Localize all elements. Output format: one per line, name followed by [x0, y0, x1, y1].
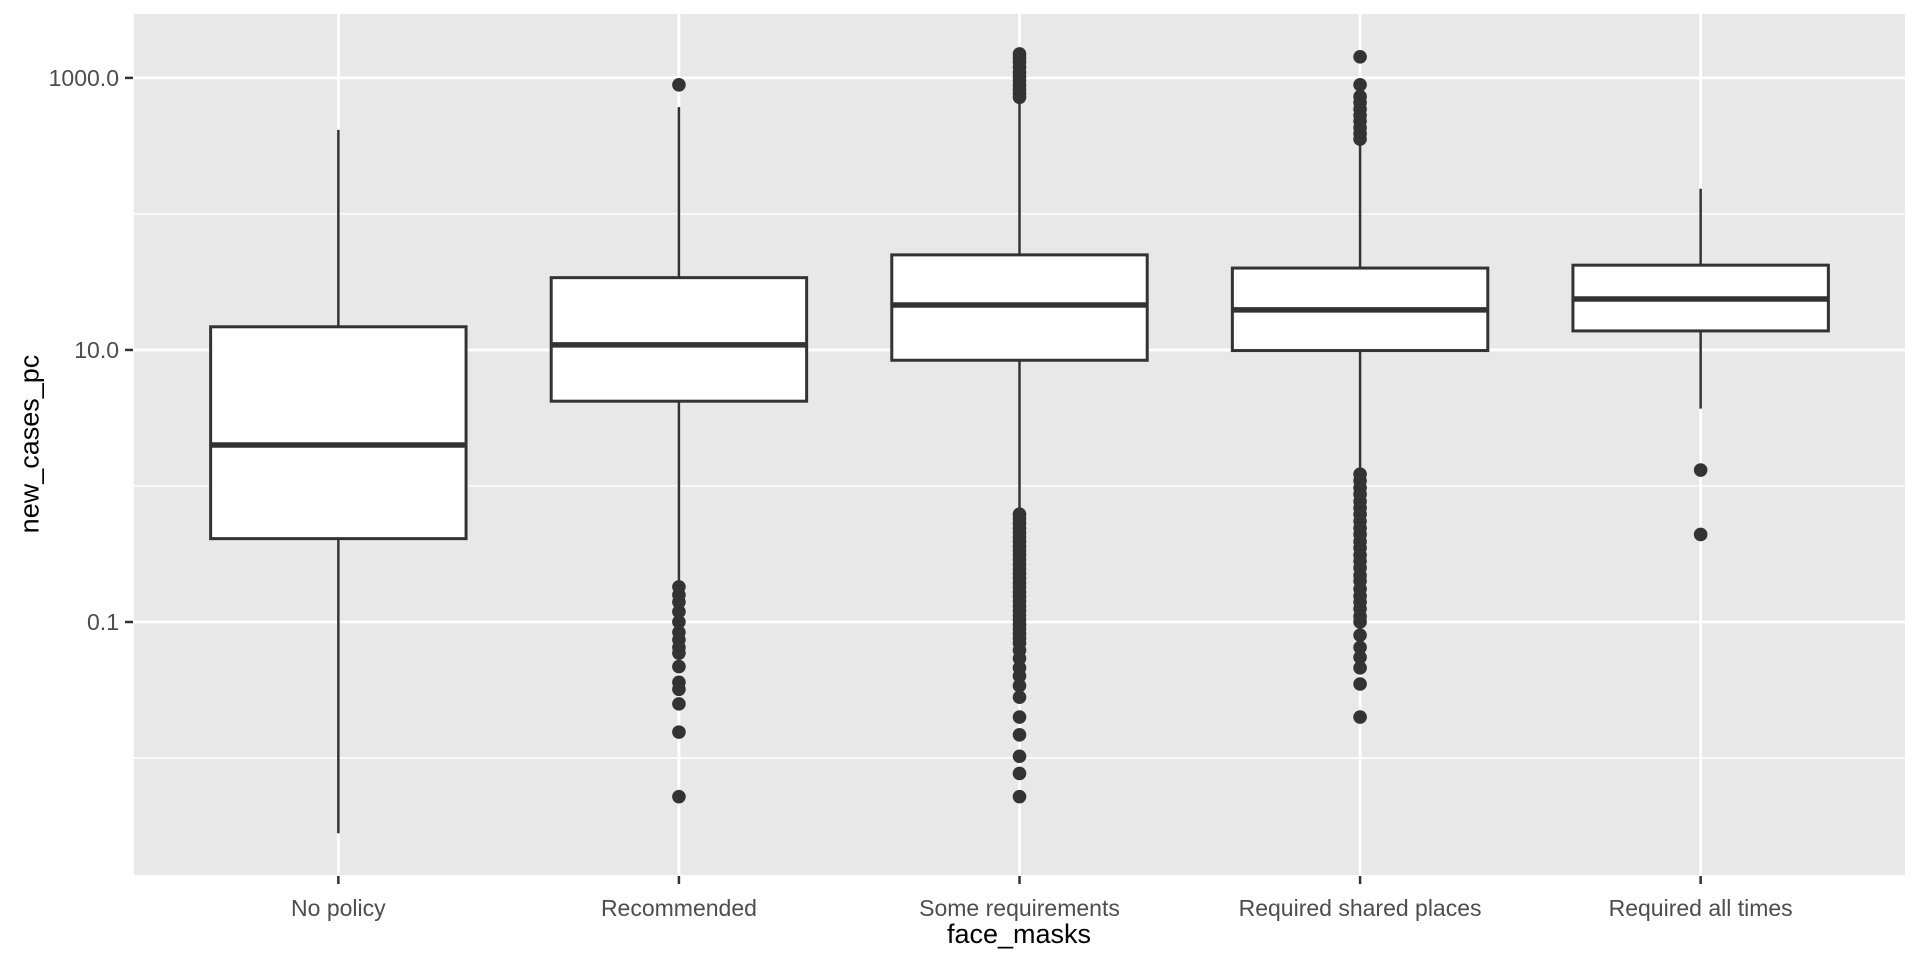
outlier-dot [672, 682, 686, 697]
box [549, 276, 809, 403]
outlier-dot [672, 725, 686, 739]
outlier-dot [1012, 749, 1027, 764]
outlier-dot [1012, 678, 1027, 693]
outlier-dot [1353, 49, 1367, 64]
outlier-dot [1353, 132, 1367, 146]
outlier-dot [1353, 710, 1367, 724]
outlier-dot [1353, 661, 1367, 675]
outlier-dot [1012, 710, 1027, 724]
outlier-dot [1353, 77, 1367, 92]
outlier-dot [1693, 527, 1708, 542]
y-tick-label: 10.0 [74, 337, 119, 363]
outlier-dot [672, 789, 686, 804]
x-tick-label: Recommended [601, 895, 757, 921]
outlier-dot [1012, 651, 1027, 666]
y-tick-label: 1000.0 [49, 65, 119, 91]
outlier-dot [672, 646, 686, 660]
outlier-dot [1012, 766, 1027, 781]
outlier-dot [1012, 728, 1027, 742]
x-axis-title: face_masks [946, 919, 1092, 949]
x-tick-label: No policy [291, 895, 386, 921]
outlier-dot [1693, 463, 1708, 477]
x-tick-label: Required shared places [1239, 895, 1482, 921]
outlier-dot [672, 595, 686, 609]
outlier-dot [1353, 650, 1367, 665]
outlier-dot [1353, 615, 1367, 629]
y-axis-title: new_cases_pc [14, 354, 45, 534]
outlier-dot [1353, 677, 1367, 691]
outlier-dot [1012, 669, 1027, 683]
outlier-dot [672, 659, 686, 674]
outlier-dot [1012, 690, 1027, 704]
outlier-dot [1012, 789, 1027, 804]
y-tick-label: 0.1 [87, 609, 119, 635]
outlier-dot [672, 604, 686, 619]
outlier-dot [672, 697, 686, 711]
outlier-dot [1353, 628, 1367, 642]
outlier-dot [1353, 640, 1367, 655]
x-tick-label: Some requirements [919, 895, 1120, 921]
box [209, 325, 468, 541]
outlier-dot [672, 615, 686, 629]
x-tick-label: Required all times [1609, 895, 1793, 921]
outlier-dot [672, 77, 686, 92]
outlier-dot [1012, 90, 1027, 105]
